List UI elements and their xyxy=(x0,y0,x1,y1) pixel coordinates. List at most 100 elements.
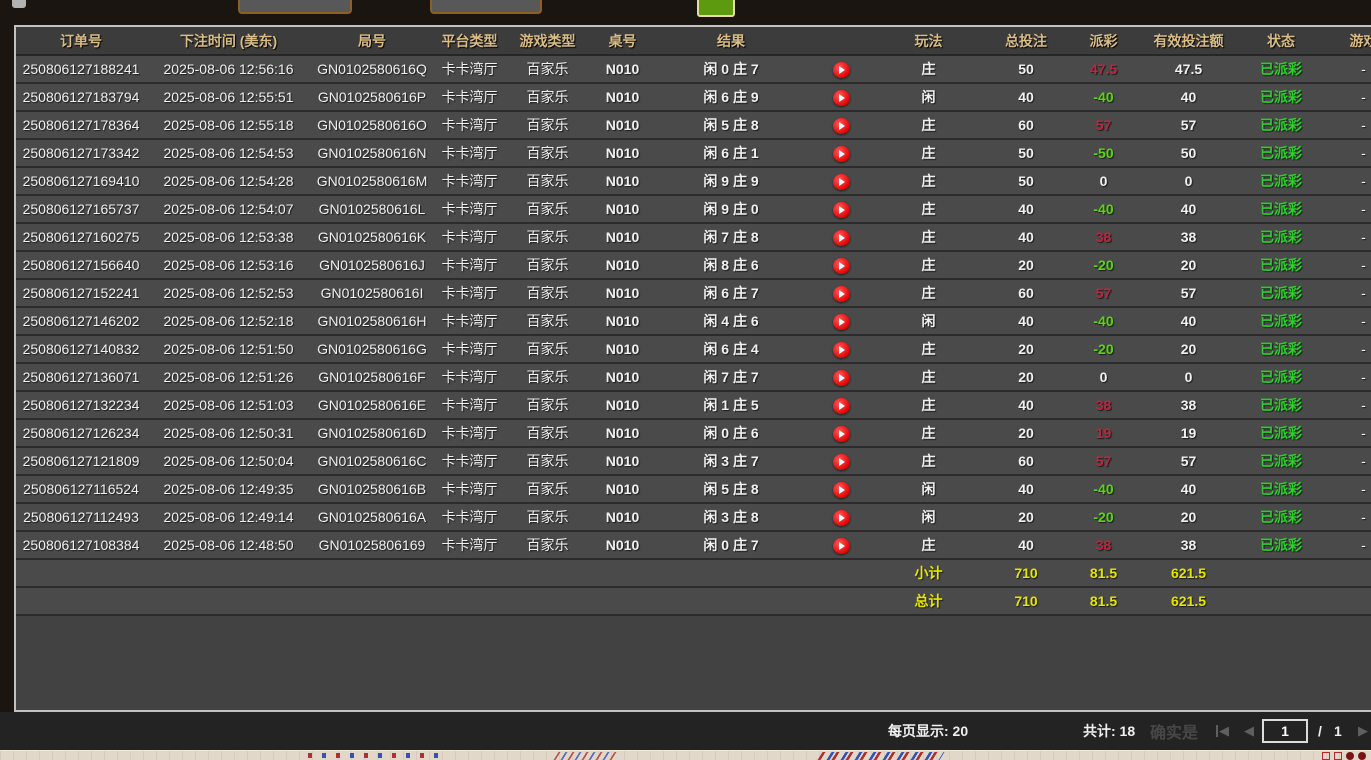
column-header-replay xyxy=(806,27,876,56)
summary-spacer xyxy=(16,587,876,616)
column-header-game: 游戏 xyxy=(1321,27,1371,56)
play-triangle-icon xyxy=(839,317,845,326)
play-triangle-icon xyxy=(839,65,845,74)
cell-payout: -40 xyxy=(1071,475,1136,504)
cell-round: GN0102580616K xyxy=(311,223,433,252)
cell-total_bet: 60 xyxy=(981,447,1071,476)
play-triangle-icon xyxy=(839,261,845,270)
cell-valid_bet: 40 xyxy=(1136,83,1241,112)
cell-game_type: 百家乐 xyxy=(506,307,589,336)
replay-cell xyxy=(806,447,876,476)
cell-result: 闲 0 庄 7 xyxy=(656,531,806,560)
cell-status: 已派彩 xyxy=(1241,279,1321,308)
cell-order: 250806127160275 xyxy=(16,223,146,252)
cell-time: 2025-08-06 12:51:26 xyxy=(146,363,311,392)
roadmap-red-markers xyxy=(1322,752,1366,760)
replay-play-icon[interactable] xyxy=(832,313,850,330)
cell-result: 闲 0 庄 7 xyxy=(656,55,806,84)
replay-cell xyxy=(806,335,876,364)
replay-cell xyxy=(806,475,876,504)
cell-platform: 卡卡湾厅 xyxy=(433,139,506,168)
cell-order: 250806127121809 xyxy=(16,447,146,476)
summary-label: 总计 xyxy=(876,587,981,616)
replay-play-icon[interactable] xyxy=(832,117,850,134)
cell-table_no: N010 xyxy=(589,475,656,504)
toolbar-partial-button-2[interactable] xyxy=(430,0,542,14)
first-page-button[interactable]: ◀ xyxy=(1216,712,1229,750)
cell-valid_bet: 38 xyxy=(1136,223,1241,252)
cell-round: GN0102580616J xyxy=(311,251,433,280)
replay-play-icon[interactable] xyxy=(832,425,850,442)
cell-play: 庄 xyxy=(876,447,981,476)
replay-play-icon[interactable] xyxy=(832,369,850,386)
replay-play-icon[interactable] xyxy=(832,509,850,526)
cell-table_no: N010 xyxy=(589,279,656,308)
cell-order: 250806127126234 xyxy=(16,419,146,448)
cell-play: 庄 xyxy=(876,363,981,392)
cell-time: 2025-08-06 12:53:16 xyxy=(146,251,311,280)
summary-total-bet: 710 xyxy=(981,559,1071,588)
cell-play: 庄 xyxy=(876,279,981,308)
replay-play-icon[interactable] xyxy=(832,173,850,190)
cell-table_no: N010 xyxy=(589,307,656,336)
replay-play-icon[interactable] xyxy=(832,397,850,414)
cell-payout: -20 xyxy=(1071,251,1136,280)
replay-play-icon[interactable] xyxy=(832,257,850,274)
cell-result: 闲 7 庄 7 xyxy=(656,363,806,392)
cell-valid_bet: 20 xyxy=(1136,251,1241,280)
replay-play-icon[interactable] xyxy=(832,61,850,78)
replay-play-icon[interactable] xyxy=(832,341,850,358)
next-page-button[interactable]: ▶ xyxy=(1358,712,1368,750)
cell-platform: 卡卡湾厅 xyxy=(433,475,506,504)
replay-cell xyxy=(806,503,876,532)
roadmap-dots xyxy=(308,753,446,758)
top-left-partial-button[interactable] xyxy=(12,0,26,8)
prev-page-button[interactable]: ◀ xyxy=(1244,712,1254,750)
cell-time: 2025-08-06 12:48:50 xyxy=(146,531,311,560)
cell-order: 250806127140832 xyxy=(16,335,146,364)
cell-status: 已派彩 xyxy=(1241,307,1321,336)
cell-payout: 57 xyxy=(1071,279,1136,308)
column-header-valid_bet: 有效投注额 xyxy=(1136,27,1241,56)
cell-game_type: 百家乐 xyxy=(506,195,589,224)
cell-total_bet: 20 xyxy=(981,251,1071,280)
cell-payout: -40 xyxy=(1071,195,1136,224)
cell-total_bet: 50 xyxy=(981,139,1071,168)
total-pages-label: 1 xyxy=(1334,723,1342,739)
page-separator: / xyxy=(1318,723,1322,739)
cell-total_bet: 50 xyxy=(981,167,1071,196)
replay-play-icon[interactable] xyxy=(832,89,850,106)
cell-payout: -20 xyxy=(1071,335,1136,364)
replay-play-icon[interactable] xyxy=(832,453,850,470)
replay-play-icon[interactable] xyxy=(832,285,850,302)
replay-cell xyxy=(806,111,876,140)
toolbar-partial-green-button[interactable] xyxy=(697,0,735,17)
cell-table_no: N010 xyxy=(589,363,656,392)
replay-play-icon[interactable] xyxy=(832,201,850,218)
total-count-label: 共计: 18 xyxy=(1083,723,1136,739)
cell-payout: 47.5 xyxy=(1071,55,1136,84)
play-triangle-icon xyxy=(839,457,845,466)
cell-table_no: N010 xyxy=(589,111,656,140)
cell-round: GN0102580616N xyxy=(311,139,433,168)
cell-table_no: N010 xyxy=(589,167,656,196)
replay-play-icon[interactable] xyxy=(832,537,850,554)
ghost-bleed-text: 确实是 xyxy=(1150,725,1199,742)
replay-play-icon[interactable] xyxy=(832,229,850,246)
replay-cell xyxy=(806,419,876,448)
cell-order: 250806127136071 xyxy=(16,363,146,392)
replay-play-icon[interactable] xyxy=(832,145,850,162)
cell-payout: 57 xyxy=(1071,447,1136,476)
replay-play-icon[interactable] xyxy=(832,481,850,498)
page-number-input[interactable]: 1 xyxy=(1262,719,1308,743)
cell-game: - xyxy=(1321,363,1371,392)
roadmap-red-box-icon xyxy=(1334,752,1342,760)
cell-platform: 卡卡湾厅 xyxy=(433,55,506,84)
cell-table_no: N010 xyxy=(589,335,656,364)
toolbar-partial-button-1[interactable] xyxy=(238,0,352,14)
cell-platform: 卡卡湾厅 xyxy=(433,363,506,392)
cell-game_type: 百家乐 xyxy=(506,335,589,364)
summary-payout: 81.5 xyxy=(1071,559,1136,588)
cell-result: 闲 9 庄 9 xyxy=(656,167,806,196)
cell-time: 2025-08-06 12:55:18 xyxy=(146,111,311,140)
